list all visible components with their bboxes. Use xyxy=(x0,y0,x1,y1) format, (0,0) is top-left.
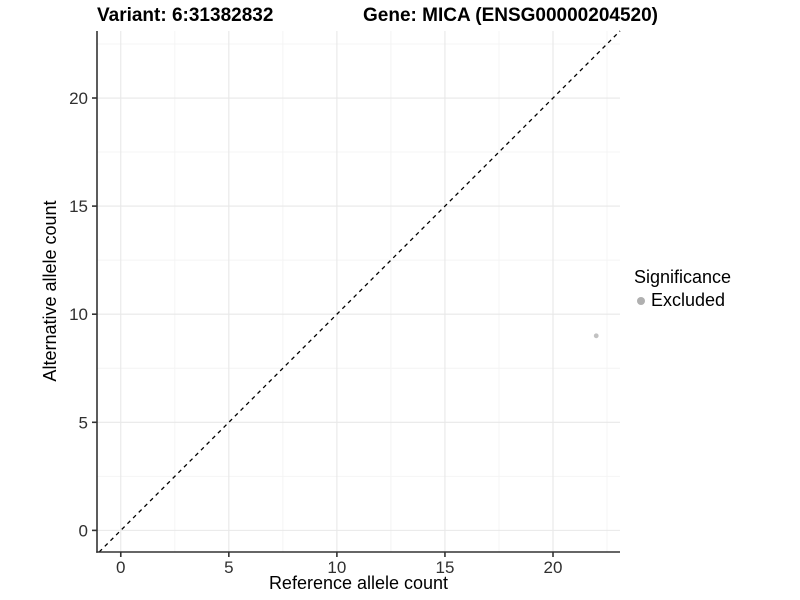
plot-title-gene: Gene: MICA (ENSG00000204520) xyxy=(363,5,658,26)
y-tick-label: 10 xyxy=(69,305,88,324)
x-tick-label: 0 xyxy=(116,558,125,577)
x-tick-label: 15 xyxy=(435,558,454,577)
legend-point-icon xyxy=(637,297,645,305)
x-axis-title: Reference allele count xyxy=(268,573,449,593)
x-tick-label: 10 xyxy=(327,558,346,577)
legend-item-label: Excluded xyxy=(651,290,726,310)
identity-reference-line xyxy=(98,30,621,553)
y-tick-label: 15 xyxy=(69,197,88,216)
data-point xyxy=(593,333,599,339)
y-tick-label: 5 xyxy=(79,413,88,432)
legend-title: Significance xyxy=(634,267,732,287)
y-tick-label: 20 xyxy=(69,89,88,108)
y-axis-title: Alternative allele count xyxy=(40,200,60,382)
x-tick-label: 20 xyxy=(544,558,563,577)
plot-title-variant: Variant: 6:31382832 xyxy=(97,5,274,26)
legend: Significance Excluded xyxy=(634,267,731,311)
y-tick-label: 0 xyxy=(79,521,88,540)
legend-item-excluded: Excluded xyxy=(634,290,731,311)
x-tick-label: 5 xyxy=(224,558,233,577)
